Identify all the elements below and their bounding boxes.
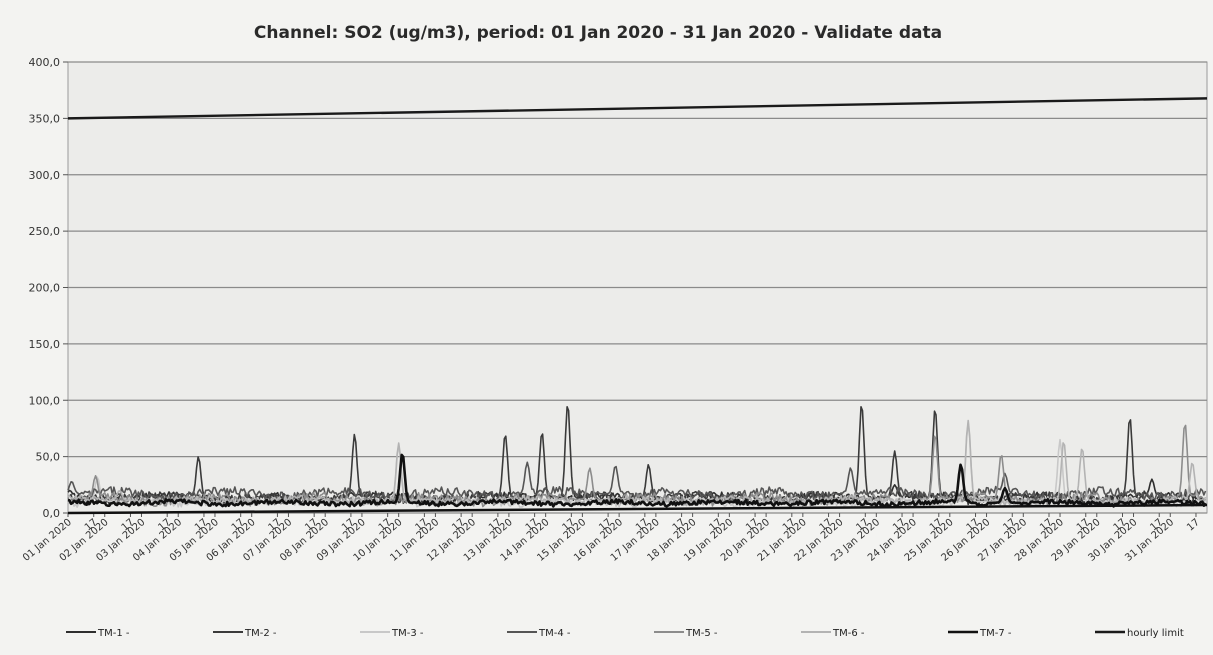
y-tick-label: 300,0 <box>29 169 61 182</box>
legend-item: TM-3 - <box>360 628 424 639</box>
legend-label: hourly limit <box>1127 628 1184 639</box>
legend-item: hourly limit <box>1095 628 1184 639</box>
x-axis-line <box>67 503 1208 515</box>
y-tick-label: 150,0 <box>29 338 61 351</box>
legend-label: TM-6 - <box>832 628 865 639</box>
legend-label: TM-5 - <box>685 628 718 639</box>
legend-item: TM-1 - <box>66 628 130 639</box>
legend-item: TM-5 - <box>654 628 718 639</box>
legend-label: TM-2 - <box>244 628 277 639</box>
y-tick-label: 350,0 <box>29 112 61 125</box>
legend-item: TM-7 - <box>948 628 1012 639</box>
legend-item: TM-4 - <box>507 628 571 639</box>
y-tick-label: 50,0 <box>36 451 61 464</box>
legend-item: TM-2 - <box>213 628 277 639</box>
y-tick-label: 0,0 <box>43 507 61 520</box>
y-tick-label: 250,0 <box>29 225 61 238</box>
legend-label: TM-7 - <box>979 628 1012 639</box>
legend-label: TM-4 - <box>538 628 571 639</box>
chart-title: Channel: SO2 (ug/m3), period: 01 Jan 202… <box>254 23 942 43</box>
legend-label: TM-3 - <box>391 628 424 639</box>
legend-label: TM-1 - <box>97 628 130 639</box>
hourly-limit-line <box>67 97 1208 120</box>
legend-item: TM-6 - <box>801 628 865 639</box>
series-line-tm-7 <box>67 453 1207 508</box>
y-tick-label: 400,0 <box>29 56 61 69</box>
y-tick-label: 100,0 <box>29 394 61 407</box>
y-tick-label: 200,0 <box>29 282 61 295</box>
